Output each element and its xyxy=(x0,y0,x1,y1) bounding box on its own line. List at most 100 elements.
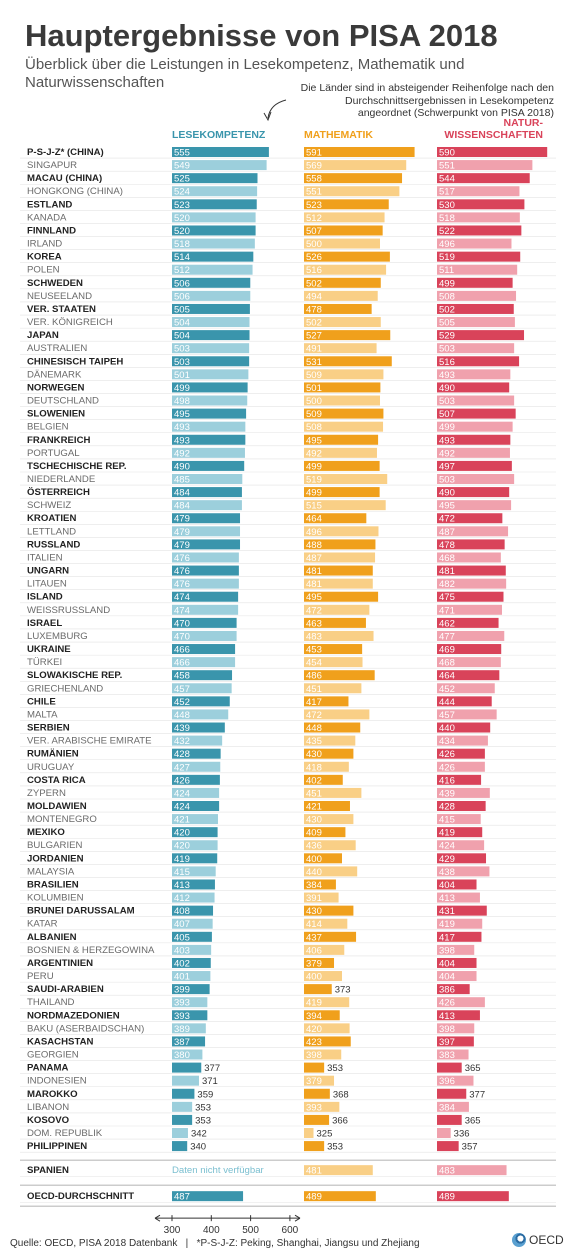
row-bar-2 xyxy=(437,539,505,550)
row-value-0: 426 xyxy=(174,775,190,786)
oecd-row-value-1: 489 xyxy=(306,1192,322,1203)
row-bar-2 xyxy=(437,604,502,615)
row-value-1: 558 xyxy=(306,174,322,185)
row-value-2: 417 xyxy=(439,932,455,943)
row-bar-0 xyxy=(172,487,242,498)
row-value-0: 427 xyxy=(174,762,190,773)
row-value-1: 488 xyxy=(306,540,322,551)
row-value-1: 463 xyxy=(306,618,322,629)
row-bar-1 xyxy=(304,971,342,982)
row-value-2: 505 xyxy=(439,318,455,329)
row-bar-2 xyxy=(437,1114,462,1125)
row-bar-0 xyxy=(172,474,243,484)
row-value-1: 366 xyxy=(332,1115,348,1126)
row-label: KASACHSTAN xyxy=(27,1036,94,1047)
row-bar-0 xyxy=(172,696,230,707)
row-bar-2 xyxy=(437,447,510,458)
row-value-0: 504 xyxy=(174,331,190,342)
row-label: PORTUGAL xyxy=(27,448,80,459)
row-value-0: 403 xyxy=(174,945,190,956)
row-value-2: 416 xyxy=(439,775,455,786)
row-bar-2 xyxy=(437,840,485,851)
row-value-0: 466 xyxy=(174,658,190,669)
row-bar-0 xyxy=(172,264,253,275)
oecd-row-value-0: 487 xyxy=(174,1192,190,1203)
row-bar-1 xyxy=(304,356,392,367)
row-bar-0 xyxy=(172,212,256,223)
row-label: ÖSTERREICH xyxy=(27,487,90,498)
row-value-2: 503 xyxy=(439,396,455,407)
row-value-1: 379 xyxy=(306,958,322,969)
row-value-1: 448 xyxy=(306,723,322,734)
row-bar-0 xyxy=(172,578,239,589)
row-bar-1 xyxy=(304,931,357,942)
row-value-0: 387 xyxy=(174,1037,190,1048)
row-value-1: 499 xyxy=(306,488,322,499)
row-bar-1 xyxy=(304,526,379,537)
row-label: BULGARIEN xyxy=(27,840,83,851)
row-value-1: 368 xyxy=(333,1089,349,1100)
row-bar-2 xyxy=(437,801,486,811)
row-bar-2 xyxy=(437,879,477,890)
row-label: KOLUMBIEN xyxy=(27,893,84,904)
row-value-1: 472 xyxy=(306,710,322,721)
row-bar-0 xyxy=(172,670,233,681)
row-bar-1 xyxy=(304,408,384,419)
row-value-0: 476 xyxy=(174,566,190,577)
x-axis-tick-label-400: 400 xyxy=(203,1225,220,1236)
row-value-0: 393 xyxy=(174,1011,190,1022)
row-bar-2 xyxy=(437,696,492,707)
row-bar-2 xyxy=(437,369,511,380)
row-bar-2 xyxy=(437,238,512,249)
row-value-2: 590 xyxy=(439,148,455,159)
row-value-1: 419 xyxy=(306,998,322,1009)
row-bar-2 xyxy=(437,317,515,328)
row-label: PERU xyxy=(27,971,54,982)
row-label: DÄNEMARK xyxy=(27,369,82,380)
row-value-2: 434 xyxy=(439,736,455,747)
row-value-2: 497 xyxy=(439,461,455,472)
row-value-0: 506 xyxy=(174,278,190,289)
row-bar-0 xyxy=(172,814,218,825)
row-bar-2 xyxy=(437,1023,475,1034)
row-bar-0 xyxy=(172,421,246,432)
row-bar-1 xyxy=(304,1128,314,1138)
row-label: BELGIEN xyxy=(27,422,69,433)
row-label: MAROKKO xyxy=(27,1089,78,1100)
row-bar-1 xyxy=(304,761,349,772)
row-bar-2 xyxy=(437,997,485,1008)
row-value-0: 424 xyxy=(174,788,190,799)
row-bar-2 xyxy=(437,1036,474,1047)
row-bar-2 xyxy=(437,774,482,785)
row-bar-0 xyxy=(172,356,250,367)
row-label: BOSNIEN & HERZEGOWINA xyxy=(27,945,155,956)
row-label: IRLAND xyxy=(27,239,62,250)
row-label: PHILIPPINEN xyxy=(27,1141,87,1152)
row-bar-2 xyxy=(437,931,482,942)
row-value-2: 464 xyxy=(439,671,455,682)
row-value-1: 414 xyxy=(306,919,322,930)
row-value-2: 440 xyxy=(439,723,455,734)
row-label: DOM. REPUBLIK xyxy=(27,1128,103,1139)
row-bar-1 xyxy=(304,447,377,458)
row-value-2: 426 xyxy=(439,998,455,1009)
row-bar-2 xyxy=(437,343,515,354)
row-bar-1 xyxy=(304,591,379,602)
row-value-0: 485 xyxy=(174,475,190,486)
row-bar-2 xyxy=(437,1128,451,1138)
row-label: MALAYSIA xyxy=(27,866,75,877)
row-value-2: 438 xyxy=(439,867,455,878)
row-value-2: 404 xyxy=(439,880,455,891)
row-bar-0 xyxy=(172,748,221,759)
row-bar-1 xyxy=(304,225,383,236)
row-value-0: 353 xyxy=(195,1102,211,1113)
row-value-0: 466 xyxy=(174,645,190,656)
row-bar-1 xyxy=(304,487,380,498)
row-value-0: 420 xyxy=(174,841,190,852)
row-value-0: 393 xyxy=(174,998,190,1009)
row-value-2: 413 xyxy=(439,893,455,904)
row-bar-1 xyxy=(304,801,350,811)
row-value-2: 468 xyxy=(439,658,455,669)
row-bar-1 xyxy=(304,264,387,275)
column-header-0: LESEKOMPETENZ xyxy=(172,129,266,141)
